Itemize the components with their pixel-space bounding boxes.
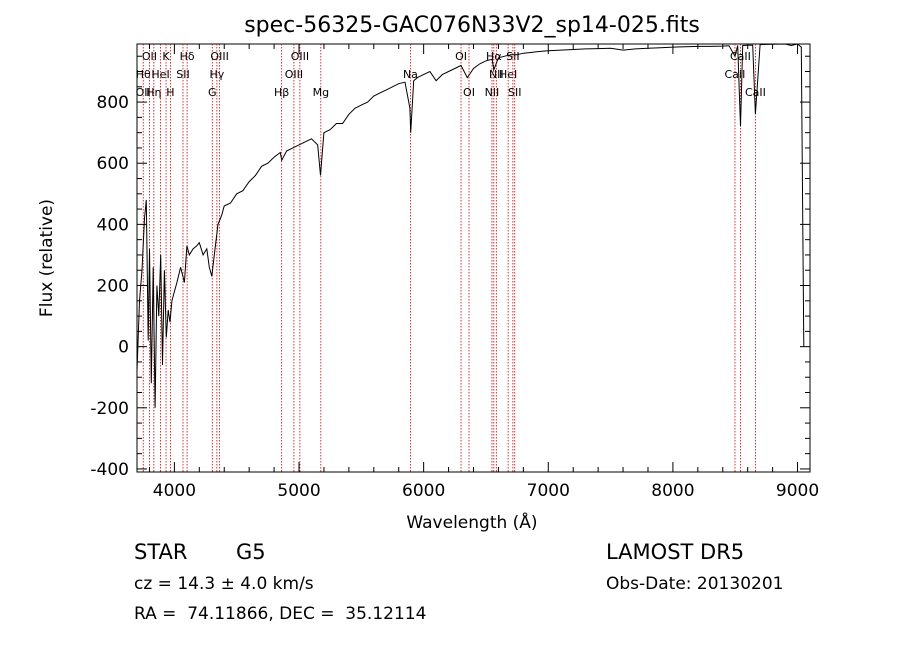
x-tick-label: 8000 — [651, 481, 694, 501]
y-tick-label: 600 — [97, 154, 129, 174]
y-tick-label: 200 — [97, 277, 129, 297]
marker-label: Hα — [486, 50, 502, 63]
redshift-info: cz = 14.3 ± 4.0 km/s — [134, 574, 314, 594]
marker-label: Hη — [146, 86, 161, 99]
plot-frame — [136, 43, 811, 473]
marker-label: SII — [508, 86, 521, 99]
y-tick-label: -400 — [90, 460, 129, 480]
chart-title: spec-56325-GAC076N33V2_sp14-025.fits — [244, 13, 700, 38]
marker-label: OI — [463, 86, 475, 99]
spectrum-series — [136, 43, 805, 408]
marker-label: G — [208, 86, 217, 99]
x-tick-label: 6000 — [402, 481, 445, 501]
y-tick-label: 0 — [118, 338, 129, 358]
marker-label: Na — [403, 68, 418, 81]
y-axis-label: Flux (relative) — [37, 199, 57, 317]
marker-label: CaII — [730, 50, 751, 63]
marker-label: Hγ — [209, 68, 224, 81]
spectrum-line — [136, 43, 805, 408]
marker-label: OII — [142, 50, 157, 63]
marker-label: SII — [506, 50, 519, 63]
marker-label: Hδ — [180, 50, 195, 63]
y-tick-label: -200 — [90, 399, 129, 419]
survey-name: LAMOST DR5 — [606, 540, 745, 564]
marker-label: OIII — [210, 50, 228, 63]
x-axis-label: Wavelength (Å) — [406, 511, 537, 533]
marker-label: Hθ — [136, 68, 151, 81]
x-tick-label: 5000 — [277, 481, 320, 501]
marker-label: OIII — [285, 68, 303, 81]
marker-label: OIII — [291, 50, 309, 63]
marker-label: NII — [485, 86, 500, 99]
marker-label: Mg — [313, 86, 329, 99]
object-class: STAR — [134, 540, 188, 564]
marker-label: Hβ — [274, 86, 289, 99]
x-tick-label: 9000 — [776, 481, 819, 501]
coordinates: RA = 74.11866, DEC = 35.12114 — [134, 604, 427, 624]
object-subclass: G5 — [236, 540, 266, 564]
marker-label: H — [166, 86, 174, 99]
x-axis: 4000 5000 6000 7000 8000 9000 — [148, 44, 819, 501]
y-tick-label: 400 — [97, 215, 129, 235]
marker-label: OI — [455, 50, 467, 63]
marker-label: SII — [176, 68, 189, 81]
x-tick-label: 4000 — [153, 481, 196, 501]
marker-label: HeI — [151, 68, 169, 81]
y-tick-label: 800 — [97, 93, 129, 113]
marker-label: NII — [489, 68, 504, 81]
x-tick-label: 7000 — [527, 481, 570, 501]
y-axis: -400 -200 0 200 400 600 800 — [90, 55, 810, 480]
spectral-line-markers: HθOIIOIIHηHeIKHSIIHδGHγOIIIHβOIIIOIIIMgN… — [136, 44, 766, 472]
marker-label: OII — [136, 86, 151, 99]
marker-label: CaII — [745, 86, 766, 99]
observation-date: Obs-Date: 20130201 — [606, 574, 784, 594]
marker-label: K — [162, 50, 170, 63]
